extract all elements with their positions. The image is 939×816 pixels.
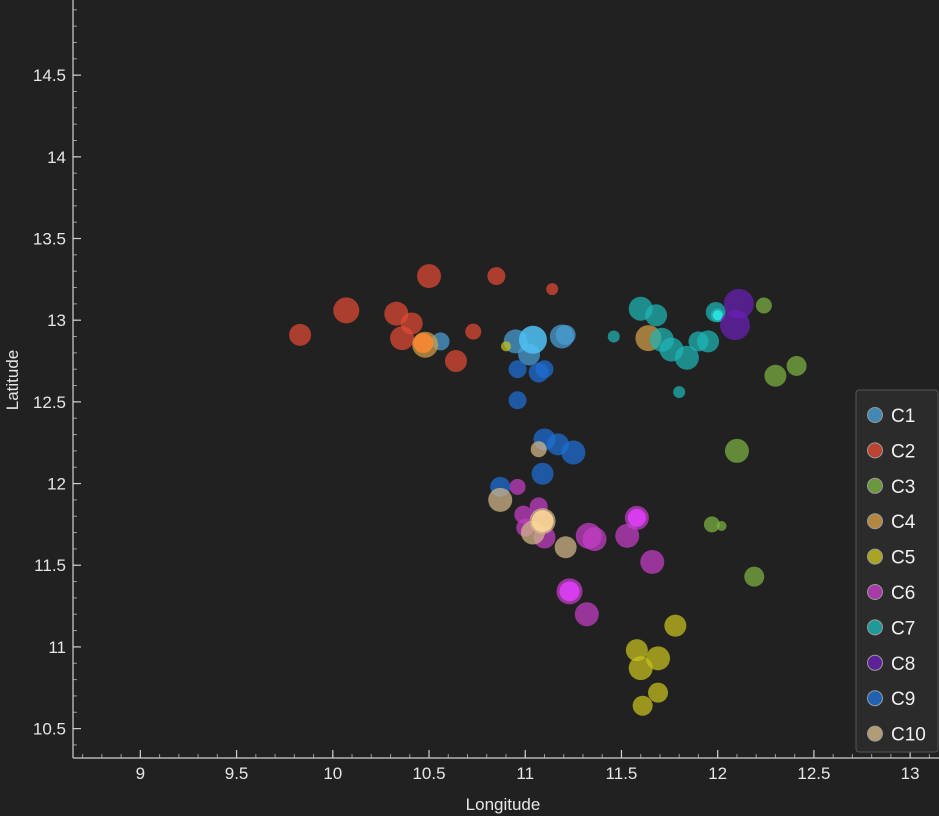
x-tick-label: 11.5 xyxy=(606,764,638,783)
x-tick-label: 9 xyxy=(136,764,145,783)
highlight-point xyxy=(559,581,580,602)
y-tick-label: 11 xyxy=(48,638,66,657)
data-point-c7 xyxy=(607,330,620,343)
highlight-point xyxy=(518,325,547,354)
y-tick-label: 14 xyxy=(47,148,66,167)
highlight-point xyxy=(627,508,646,527)
legend-marker-c4 xyxy=(867,513,883,530)
legend-label-c8: C8 xyxy=(891,654,915,675)
data-point-c9 xyxy=(508,391,527,410)
legend-label-c10: C10 xyxy=(891,725,926,746)
x-axis-label: Longitude xyxy=(466,795,541,814)
x-tick-label: 12 xyxy=(708,764,727,783)
y-tick-label: 13.5 xyxy=(33,230,66,249)
legend-marker-c3 xyxy=(867,477,883,494)
data-point-c6 xyxy=(582,527,607,552)
y-tick-label: 14.5 xyxy=(33,66,66,85)
x-tick-label: 12.5 xyxy=(797,764,830,783)
data-point-c9 xyxy=(508,360,527,379)
legend-label-c7: C7 xyxy=(891,618,915,639)
data-point-c7 xyxy=(674,345,699,370)
data-point-c3 xyxy=(764,364,787,387)
data-point-c2 xyxy=(444,350,467,373)
highlight-point xyxy=(531,510,554,533)
data-point-c6 xyxy=(640,549,665,574)
data-point-c5 xyxy=(632,695,653,716)
data-point-c10 xyxy=(488,487,513,512)
data-point-c2 xyxy=(487,267,506,286)
legend-label-c6: C6 xyxy=(891,583,915,604)
legend-label-c3: C3 xyxy=(891,477,915,498)
data-point-c3 xyxy=(786,355,807,376)
legend-marker-c1 xyxy=(867,407,883,423)
data-point-c5 xyxy=(664,614,687,637)
x-tick-label: 10 xyxy=(323,764,342,783)
legend-marker-c6 xyxy=(867,584,883,600)
data-point-c9 xyxy=(531,462,554,485)
legend-marker-c10 xyxy=(867,725,883,742)
data-point-c5 xyxy=(646,646,671,671)
x-tick-label: 11 xyxy=(516,764,534,783)
data-point-c5 xyxy=(625,639,648,662)
y-tick-label: 12 xyxy=(47,475,66,494)
data-point-c2 xyxy=(333,297,360,324)
y-ticks: 10.5 11 11.5 12 12.5 13 13.5 14 14.5 xyxy=(33,66,81,739)
legend: C1 C2 C3 C4 C5 C6 C7 C8 C9 C10 xyxy=(855,389,939,753)
data-point-c3 xyxy=(755,297,772,314)
data-point-c10 xyxy=(554,536,577,559)
data-point-c3 xyxy=(703,516,720,533)
legend-label-c1: C1 xyxy=(891,406,915,427)
highlight-point xyxy=(413,333,434,354)
data-point-c3 xyxy=(744,566,765,587)
data-point-c2 xyxy=(417,264,442,289)
legend-marker-c8 xyxy=(867,654,883,671)
data-points xyxy=(289,264,807,716)
legend-marker-c2 xyxy=(867,442,883,459)
data-point-c6 xyxy=(615,523,640,548)
y-tick-label: 13 xyxy=(47,311,66,330)
legend-label-c5: C5 xyxy=(891,548,915,569)
highlight-point xyxy=(712,310,723,321)
data-point-c2 xyxy=(400,312,423,335)
legend-marker-c9 xyxy=(867,690,883,707)
data-point-c1 xyxy=(555,324,576,345)
data-point-c10 xyxy=(530,441,547,458)
y-axis-label: Latitude xyxy=(3,350,22,411)
legend-label-c4: C4 xyxy=(891,512,916,533)
x-tick-label: 9.5 xyxy=(225,764,249,783)
x-tick-label: 13 xyxy=(901,764,920,783)
y-tick-label: 12.5 xyxy=(33,393,66,412)
data-point-c9 xyxy=(535,360,554,379)
data-point-c5 xyxy=(648,682,669,703)
legend-marker-c5 xyxy=(867,548,883,565)
legend-label-c2: C2 xyxy=(891,441,915,462)
data-point-c2 xyxy=(465,323,482,340)
x-tick-label: 10.5 xyxy=(412,764,445,783)
data-point-c2 xyxy=(546,283,559,296)
data-point-c3 xyxy=(716,521,727,532)
data-point-c6 xyxy=(574,602,599,627)
axes xyxy=(72,0,939,759)
data-point-c3 xyxy=(724,438,749,463)
data-point-c7 xyxy=(673,386,686,399)
legend-marker-c7 xyxy=(867,619,883,636)
data-point-c7 xyxy=(697,330,720,353)
data-point-c2 xyxy=(289,323,312,346)
data-point-c7 xyxy=(645,304,668,327)
data-point-c6 xyxy=(509,478,526,495)
data-point-c5 xyxy=(501,341,511,352)
data-point-c8 xyxy=(720,310,751,341)
legend-label-c9: C9 xyxy=(891,689,915,710)
data-point-c9 xyxy=(561,440,586,465)
x-ticks: 9 9.5 10 10.5 11 11.5 12 12.5 13 xyxy=(136,750,920,783)
y-tick-label: 11.5 xyxy=(34,556,66,575)
y-tick-label: 10.5 xyxy=(33,720,66,739)
